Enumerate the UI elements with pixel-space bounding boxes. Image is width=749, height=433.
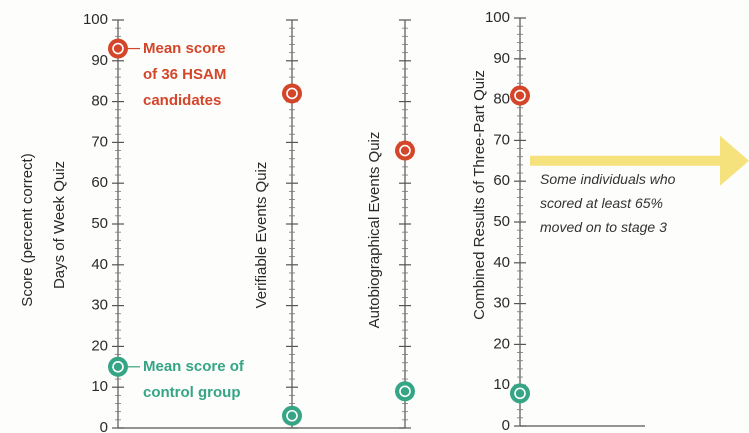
y-tick-label: 50 [493,213,510,230]
y-tick-label: 10 [493,376,510,393]
marker-ring [286,409,298,422]
annotation: Some individuals who scored at least 65%… [540,170,676,235]
y-tick-label: 30 [91,297,108,314]
y-tick-label: 50 [91,215,108,232]
y-tick-label: 40 [493,254,510,271]
marker-ring [514,387,526,400]
marker [510,85,530,106]
y-tick-label: 70 [91,133,108,150]
marker [108,38,128,59]
y-tick-label: 40 [91,256,108,273]
marker [510,383,530,404]
y-tick-label: 10 [91,378,108,395]
y-axis-label: Score (percent correct) [19,153,36,306]
y-tick-label: 80 [493,91,510,108]
y-tick-label: 100 [485,9,510,26]
y-tick-label: 100 [83,11,108,28]
y-tick-label: 70 [493,131,510,148]
threshold-arrow [530,135,749,186]
marker [282,83,302,104]
y-tick-label: 90 [493,50,510,67]
y-tick-label: 20 [91,337,108,354]
y-tick-label: 0 [502,417,510,433]
series-label: Mean score of control group [143,357,244,401]
y-tick-label: 80 [91,93,108,110]
axis-title: Days of Week Quiz [51,161,68,289]
marker-ring [112,42,124,55]
y-tick-label: 60 [91,174,108,191]
y-tick-label: 20 [493,335,510,352]
marker-ring [399,385,411,398]
axis-title: Autobiographical Events Quiz [366,132,383,329]
marker [395,140,415,161]
marker [108,356,128,377]
marker-ring [399,144,411,157]
series-label: Mean score of 36 HSAM candidates [143,39,227,109]
marker [282,405,302,426]
y-tick-label: 90 [91,52,108,69]
marker-ring [112,360,124,373]
axis-title: Verifiable Events Quiz [253,162,270,309]
y-tick-label: 0 [100,419,108,433]
marker-ring [514,89,526,102]
marker-ring [286,87,298,100]
y-tick-label: 30 [493,295,510,312]
y-tick-label: 60 [493,172,510,189]
axis-title: Combined Results of Three-Part Quiz [471,70,488,320]
marker [395,381,415,402]
